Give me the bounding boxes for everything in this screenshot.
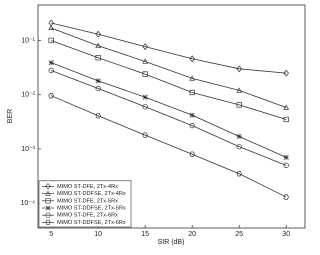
data-point: [48, 37, 54, 44]
data-point: [95, 30, 101, 38]
data-point: [283, 116, 289, 123]
data-point: [142, 58, 149, 64]
series-line: [51, 27, 287, 108]
series-line: [51, 70, 287, 166]
y-axis-label: BER: [7, 109, 14, 123]
data-point: [95, 78, 101, 84]
data-point: [189, 151, 195, 157]
data-point: [48, 67, 54, 74]
legend-marker: [45, 198, 51, 204]
data-point: [283, 154, 289, 160]
x-tick-label: 5: [49, 231, 53, 238]
data-point: [142, 104, 148, 110]
y-tick-label: 10⁻³: [21, 146, 35, 153]
data-point: [283, 162, 289, 168]
legend-marker: [45, 205, 51, 211]
x-tick-label: 25: [235, 231, 243, 238]
data-point: [95, 42, 102, 48]
x-tick-label: 10: [94, 231, 102, 238]
data-point: [236, 144, 242, 150]
data-point: [142, 43, 148, 51]
data-point: [142, 132, 148, 138]
legend-marker: [45, 190, 51, 196]
data-point: [189, 89, 195, 96]
data-point: [283, 69, 289, 77]
data-point: [189, 122, 195, 129]
data-point: [236, 87, 243, 93]
series-line: [51, 22, 287, 74]
legend-box: [38, 180, 132, 228]
data-point: [95, 55, 101, 61]
x-tick-label: 20: [188, 231, 196, 238]
data-point: [283, 194, 289, 200]
data-point: [189, 75, 196, 81]
y-tick-label: 10⁻²: [21, 92, 35, 99]
data-point: [142, 94, 148, 100]
data-point: [48, 24, 55, 31]
series-line: [51, 62, 287, 158]
series-line: [51, 95, 287, 198]
legend-label: MIMO ST-DFE, 2Tx-5Rx: [57, 198, 118, 204]
legend-marker: [45, 219, 51, 225]
data-point: [95, 113, 101, 119]
legend-label: MIMO ST-DDFSE, 2Tx-4Rx: [57, 191, 126, 197]
series-line: [51, 40, 287, 120]
data-point: [48, 93, 54, 99]
data-point: [95, 85, 101, 92]
x-tick-label: 15: [141, 231, 149, 238]
legend-label: MIMO ST-DDFSE, 2Tx-6Rx: [57, 220, 126, 226]
data-point: [236, 171, 242, 177]
data-point: [236, 65, 242, 73]
x-tick-label: 30: [282, 231, 290, 238]
data-point: [189, 112, 195, 118]
data-point: [283, 104, 290, 110]
legend-label: MIMO ST-DFE, 2Tx-6Rx: [57, 213, 118, 219]
legend-label: MIMO ST-DFE, 2Tx-4Rx: [57, 184, 118, 190]
legend-marker: [45, 212, 51, 218]
plot-frame: [37, 4, 306, 229]
legend-label: MIMO ST-DDFSE, 2Tx-5Rx: [57, 205, 126, 211]
data-point: [48, 60, 54, 66]
data-point: [142, 71, 148, 77]
data-point: [189, 55, 195, 63]
x-axis-label: SIR (dB): [158, 239, 185, 246]
legend-marker: [45, 183, 51, 190]
y-tick-label: 10⁻¹: [21, 37, 35, 44]
data-point: [236, 102, 242, 108]
data-point: [236, 133, 242, 140]
y-tick-label: 10⁻⁴: [21, 200, 36, 207]
